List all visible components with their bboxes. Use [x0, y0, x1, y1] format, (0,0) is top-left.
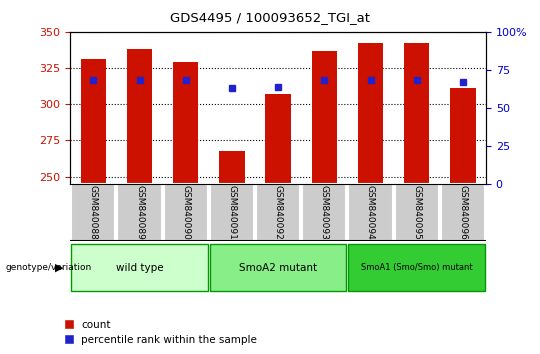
Bar	[80, 59, 106, 184]
Bar	[71, 244, 208, 291]
Text: GSM840092: GSM840092	[274, 185, 282, 240]
Bar	[117, 184, 161, 241]
Bar	[164, 184, 208, 241]
Bar	[395, 184, 439, 241]
Text: genotype/variation: genotype/variation	[5, 263, 92, 272]
Bar	[450, 88, 476, 184]
Text: GSM840089: GSM840089	[135, 185, 144, 240]
Bar	[210, 184, 254, 241]
Text: GSM840094: GSM840094	[366, 185, 375, 240]
Bar	[210, 244, 347, 291]
Text: SmoA2 mutant: SmoA2 mutant	[239, 263, 317, 273]
Text: GSM840088: GSM840088	[89, 185, 98, 240]
Text: GSM840095: GSM840095	[412, 185, 421, 240]
Text: GSM840096: GSM840096	[458, 185, 468, 240]
Text: SmoA1 (Smo/Smo) mutant: SmoA1 (Smo/Smo) mutant	[361, 263, 472, 272]
Text: ▶: ▶	[55, 263, 64, 273]
Text: GSM840090: GSM840090	[181, 185, 190, 240]
Bar	[265, 94, 291, 184]
Bar	[312, 51, 337, 184]
Bar	[441, 184, 485, 241]
Bar	[358, 44, 383, 184]
Text: wild type: wild type	[116, 263, 163, 273]
Bar	[219, 150, 245, 184]
Bar	[173, 62, 198, 184]
Bar	[71, 184, 116, 241]
Bar	[302, 184, 347, 241]
Text: GSM840093: GSM840093	[320, 185, 329, 240]
Bar	[127, 49, 152, 184]
Bar	[348, 244, 485, 291]
Bar	[348, 184, 393, 241]
Bar	[256, 184, 300, 241]
Bar	[404, 44, 429, 184]
Text: GSM840091: GSM840091	[227, 185, 237, 240]
Legend: count, percentile rank within the sample: count, percentile rank within the sample	[65, 320, 257, 345]
Text: GDS4495 / 100093652_TGI_at: GDS4495 / 100093652_TGI_at	[170, 11, 370, 24]
